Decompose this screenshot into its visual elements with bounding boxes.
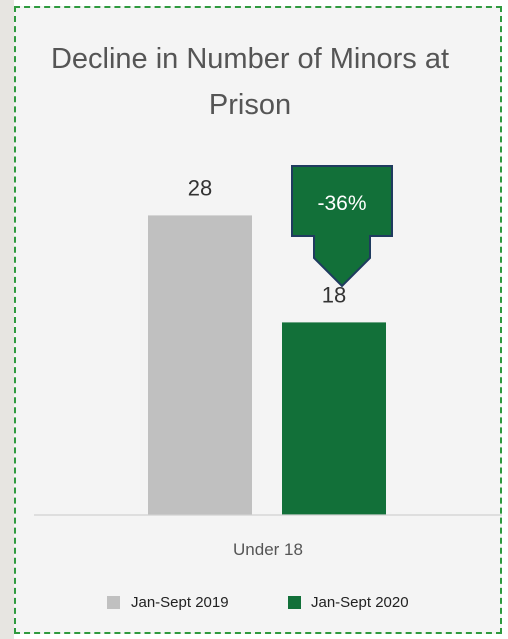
- bars-layer: [148, 215, 386, 515]
- legend: Jan-Sept 2019 Jan-Sept 2020: [0, 594, 508, 614]
- bar-jan-sept-2019: [148, 215, 252, 515]
- legend-label-2019: Jan-Sept 2019: [131, 594, 229, 611]
- data-label-jan-sept-2019: 28: [188, 175, 212, 200]
- legend-label-2020: Jan-Sept 2020: [311, 594, 409, 611]
- decline-callout-arrow: [291, 165, 393, 288]
- left-edge-strip: [0, 0, 14, 639]
- chart-title: Decline in Number of Minors at Prison: [50, 43, 450, 121]
- bar-jan-sept-2020: [282, 322, 386, 515]
- category-label-under-18: Under 18: [233, 540, 303, 559]
- legend-swatch-2019: [107, 596, 120, 609]
- legend-swatch-2020: [288, 596, 301, 609]
- chart-frame: [14, 6, 502, 634]
- decline-callout-label: -36%: [317, 192, 367, 215]
